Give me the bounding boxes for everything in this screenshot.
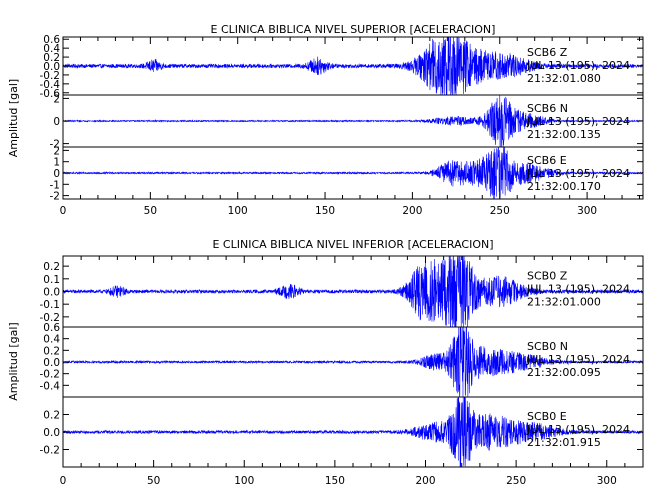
- station-label-chart2-scb0-z: SCB0 Z: [527, 269, 568, 282]
- station-label-chart2-scb0-n: SCB0 N: [527, 340, 568, 353]
- x-tick-label-chart1: 50: [144, 205, 157, 217]
- y-tick-label-chart1-scb6-z: -0.4: [40, 79, 61, 91]
- y-tick-label-chart1-scb6-n: -2: [50, 139, 60, 151]
- x-tick-label-chart1: 250: [490, 205, 510, 217]
- x-tick-label-chart1: 100: [228, 205, 248, 217]
- x-tick-label-chart2: 200: [415, 475, 435, 487]
- y-tick-label-chart2-scb0-e: 0.2: [43, 410, 60, 422]
- y-tick-label-chart2-scb0-e: 0.0: [43, 427, 60, 439]
- y-tick-label-chart2-scb0-n: 0.4: [43, 334, 60, 346]
- y-tick-label-chart2-scb0-z: 0.0: [43, 287, 60, 299]
- y-tick-label-chart2-scb0-n: 0.2: [43, 345, 60, 357]
- x-tick-label-chart2: 50: [147, 475, 160, 487]
- y-tick-label-chart1-scb6-e: 0: [53, 168, 60, 180]
- chart-title-2: E CLINICA BIBLICA NIVEL INFERIOR [ACELER…: [212, 238, 493, 251]
- station-label-chart1-scb6-z: SCB6 Z: [527, 46, 568, 59]
- y-tick-label-chart2-scb0-n: -0.2: [40, 369, 61, 381]
- waveform-chart2-scb0-e: [62, 396, 644, 468]
- chart-title-1: E CLINICA BIBLICA NIVEL SUPERIOR [ACELER…: [211, 23, 496, 36]
- y-axis-label-1: Amplitud [gal]: [7, 79, 20, 157]
- waveform-chart2-scb0-z: [62, 255, 644, 328]
- station-label-chart1-scb6-n: SCB6 N: [527, 102, 568, 115]
- y-tick-label-chart1-scb6-e: 1: [53, 157, 60, 169]
- x-tick-label-chart2: 0: [60, 475, 67, 487]
- y-tick-label-chart2-scb0-z: -0.1: [40, 299, 61, 311]
- date-label-chart1-scb6-z: JUL 13 (195), 2024: [526, 59, 630, 72]
- y-tick-label-chart1-scb6-z: 0.2: [43, 52, 60, 64]
- y-tick-label-chart2-scb0-n: 0.0: [43, 357, 60, 369]
- x-tick-label-chart1: 300: [577, 205, 597, 217]
- date-label-chart2-scb0-n: JUL 13 (195), 2024: [526, 353, 630, 366]
- y-tick-label-chart2-scb0-n: -0.4: [40, 380, 61, 392]
- station-label-chart1-scb6-e: SCB6 E: [527, 154, 567, 167]
- y-tick-label-chart2-scb0-e: -0.2: [40, 445, 61, 457]
- y-tick-label-chart1-scb6-z: -0.2: [40, 70, 61, 82]
- x-tick-label-chart1: 150: [315, 205, 335, 217]
- date-label-chart1-scb6-e: JUL 13 (195), 2024: [526, 167, 630, 180]
- station-label-chart2-scb0-e: SCB0 E: [527, 410, 567, 423]
- y-tick-label-chart1-scb6-z: 0.0: [43, 61, 60, 73]
- waveform-chart1-scb6-z: [62, 36, 644, 96]
- y-tick-label-chart1-scb6-z: -0.6: [40, 88, 61, 100]
- time-label-chart1-scb6-n: 21:32:00.135: [527, 128, 601, 141]
- date-label-chart2-scb0-e: JUL 13 (195), 2024: [526, 423, 630, 436]
- y-tick-label-chart2-scb0-z: 0.2: [43, 261, 60, 273]
- x-tick-label-chart2: 150: [325, 475, 345, 487]
- x-tick-label-chart2: 100: [234, 475, 254, 487]
- time-label-chart1-scb6-e: 21:32:00.170: [527, 180, 601, 193]
- y-axis-label-2: Amplitud [gal]: [7, 322, 20, 400]
- x-tick-label-chart2: 300: [597, 475, 617, 487]
- time-label-chart2-scb0-e: 21:32:01.915: [527, 436, 601, 449]
- y-tick-label-chart2-scb0-z: 0.1: [43, 274, 60, 286]
- waveform-chart1-scb6-n: [62, 94, 644, 148]
- time-label-chart2-scb0-z: 21:32:01.000: [527, 295, 601, 308]
- waveform-chart1-scb6-e: [62, 146, 644, 200]
- y-tick-label-chart1-scb6-z: 0.4: [43, 43, 60, 55]
- y-tick-label-chart1-scb6-z: 0.6: [43, 34, 60, 46]
- y-tick-label-chart2-scb0-n: 0.6: [43, 322, 60, 334]
- time-label-chart2-scb0-n: 21:32:00.095: [527, 366, 601, 379]
- y-tick-label-chart1-scb6-e: -1: [50, 179, 60, 191]
- y-tick-label-chart1-scb6-e: 2: [53, 145, 60, 157]
- y-tick-label-chart1-scb6-n: 0: [53, 116, 60, 128]
- x-tick-label-chart2: 250: [506, 475, 526, 487]
- time-label-chart1-scb6-z: 21:32:01.080: [527, 72, 601, 85]
- y-tick-label-chart1-scb6-n: 2: [53, 93, 60, 105]
- waveform-chart2-scb0-n: [62, 326, 644, 398]
- x-tick-label-chart1: 0: [60, 205, 67, 217]
- x-tick-label-chart1: 200: [402, 205, 422, 217]
- date-label-chart1-scb6-n: JUL 13 (195), 2024: [526, 115, 630, 128]
- y-tick-label-chart2-scb0-z: -0.2: [40, 312, 61, 324]
- y-tick-label-chart1-scb6-e: -2: [50, 191, 60, 203]
- date-label-chart2-scb0-z: JUL 13 (195), 2024: [526, 282, 630, 295]
